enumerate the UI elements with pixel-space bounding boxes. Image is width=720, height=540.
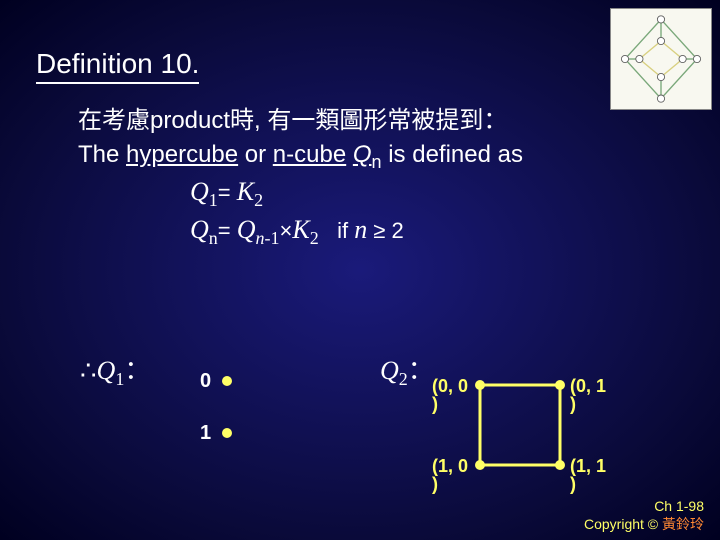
therefore-q1: ∴Q1：: [80, 350, 150, 390]
hypercube-underline: hypercube: [126, 141, 238, 168]
q2-q: Q: [380, 356, 399, 385]
eq2-k: K: [292, 215, 309, 244]
qn-symbol: Qn: [353, 141, 382, 168]
definition-title: Definition 10.: [36, 48, 199, 84]
eq2-q2sub-wrap: n-1: [256, 228, 280, 248]
g2-10-b: ): [432, 474, 438, 494]
footer-copyright: Copyright ©: [584, 516, 662, 532]
g1-dot-1: [222, 428, 232, 438]
eq2-times: ×: [280, 218, 293, 243]
g1-label-0: 0: [200, 370, 211, 393]
therefore-colon: ：: [124, 356, 150, 385]
footer: Ch 1-98 Copyright © 黃鈴玲: [584, 498, 704, 534]
q2-sub: 2: [399, 369, 408, 389]
eq1-k: K: [237, 177, 254, 206]
eq2-n: n: [354, 215, 367, 244]
eq2-q2sub: n-: [256, 228, 271, 248]
ncube-underline: n-cube: [273, 141, 346, 168]
eq2-q2sub2: 1: [271, 228, 280, 248]
eq1-ksub: 2: [254, 190, 263, 210]
footer-chapter: Ch 1-98: [584, 498, 704, 514]
g2-11-b: ): [570, 474, 576, 494]
eq2-ge: ≥: [367, 218, 391, 243]
g2-10-a: (1, 0: [432, 456, 468, 476]
therefore-symbol: ∴: [80, 356, 97, 385]
g2-label-01: (0, 1): [570, 377, 606, 413]
line2-pre: The: [78, 141, 126, 168]
eq2-ksub: 2: [310, 228, 319, 248]
g1-dot-0: [222, 376, 232, 386]
g2-label-10: (1, 0): [432, 457, 468, 493]
corner-octahedron-image: [610, 8, 712, 110]
qn-n: n: [372, 152, 382, 172]
eq2-if: if: [319, 218, 354, 243]
q2-label: Q2：: [380, 350, 434, 390]
therefore-q: Q: [97, 356, 116, 385]
eq2-two: 2: [392, 218, 404, 243]
g2-00-a: (0, 0: [432, 376, 468, 396]
eq2-q2: Q: [237, 215, 256, 244]
therefore-sub: 1: [115, 369, 124, 389]
qn-q: Q: [353, 141, 372, 168]
eq1-sub: 1: [209, 190, 218, 210]
footer-author: 黃鈴玲: [662, 516, 704, 532]
line-1: 在考慮product時, 有一類圖形常被提到：: [78, 100, 690, 135]
g2-label-11: (1, 1): [570, 457, 606, 493]
g2-label-00: (0, 0): [432, 377, 468, 413]
g2-01-a: (0, 1: [570, 376, 606, 396]
eq-row-2: Qn= Qn-1×K2 if n ≥ 2: [190, 215, 690, 249]
g2-01-b: ): [570, 394, 576, 414]
eq-row-1: Q1= K2: [190, 177, 690, 211]
equation-block: Q1= K2 Qn= Qn-1×K2 if n ≥ 2: [190, 177, 690, 249]
line2-post: is defined as: [382, 141, 523, 168]
g2-11-a: (1, 1: [570, 456, 606, 476]
g1-label-1: 1: [200, 422, 211, 445]
eq1-eq: =: [218, 180, 237, 205]
eq2-eq: =: [218, 218, 237, 243]
footer-copyright-line: Copyright © 黃鈴玲: [584, 514, 704, 534]
eq2-q: Q: [190, 215, 209, 244]
eq1-q: Q: [190, 177, 209, 206]
eq2-sub: n: [209, 228, 218, 248]
g2-00-b: ): [432, 394, 438, 414]
line-2: The hypercube or n-cube Qn is defined as: [78, 141, 690, 173]
line2-mid: or: [238, 141, 273, 168]
graph-q2: (0, 0) (0, 1) (1, 0) (1, 1): [430, 365, 630, 495]
